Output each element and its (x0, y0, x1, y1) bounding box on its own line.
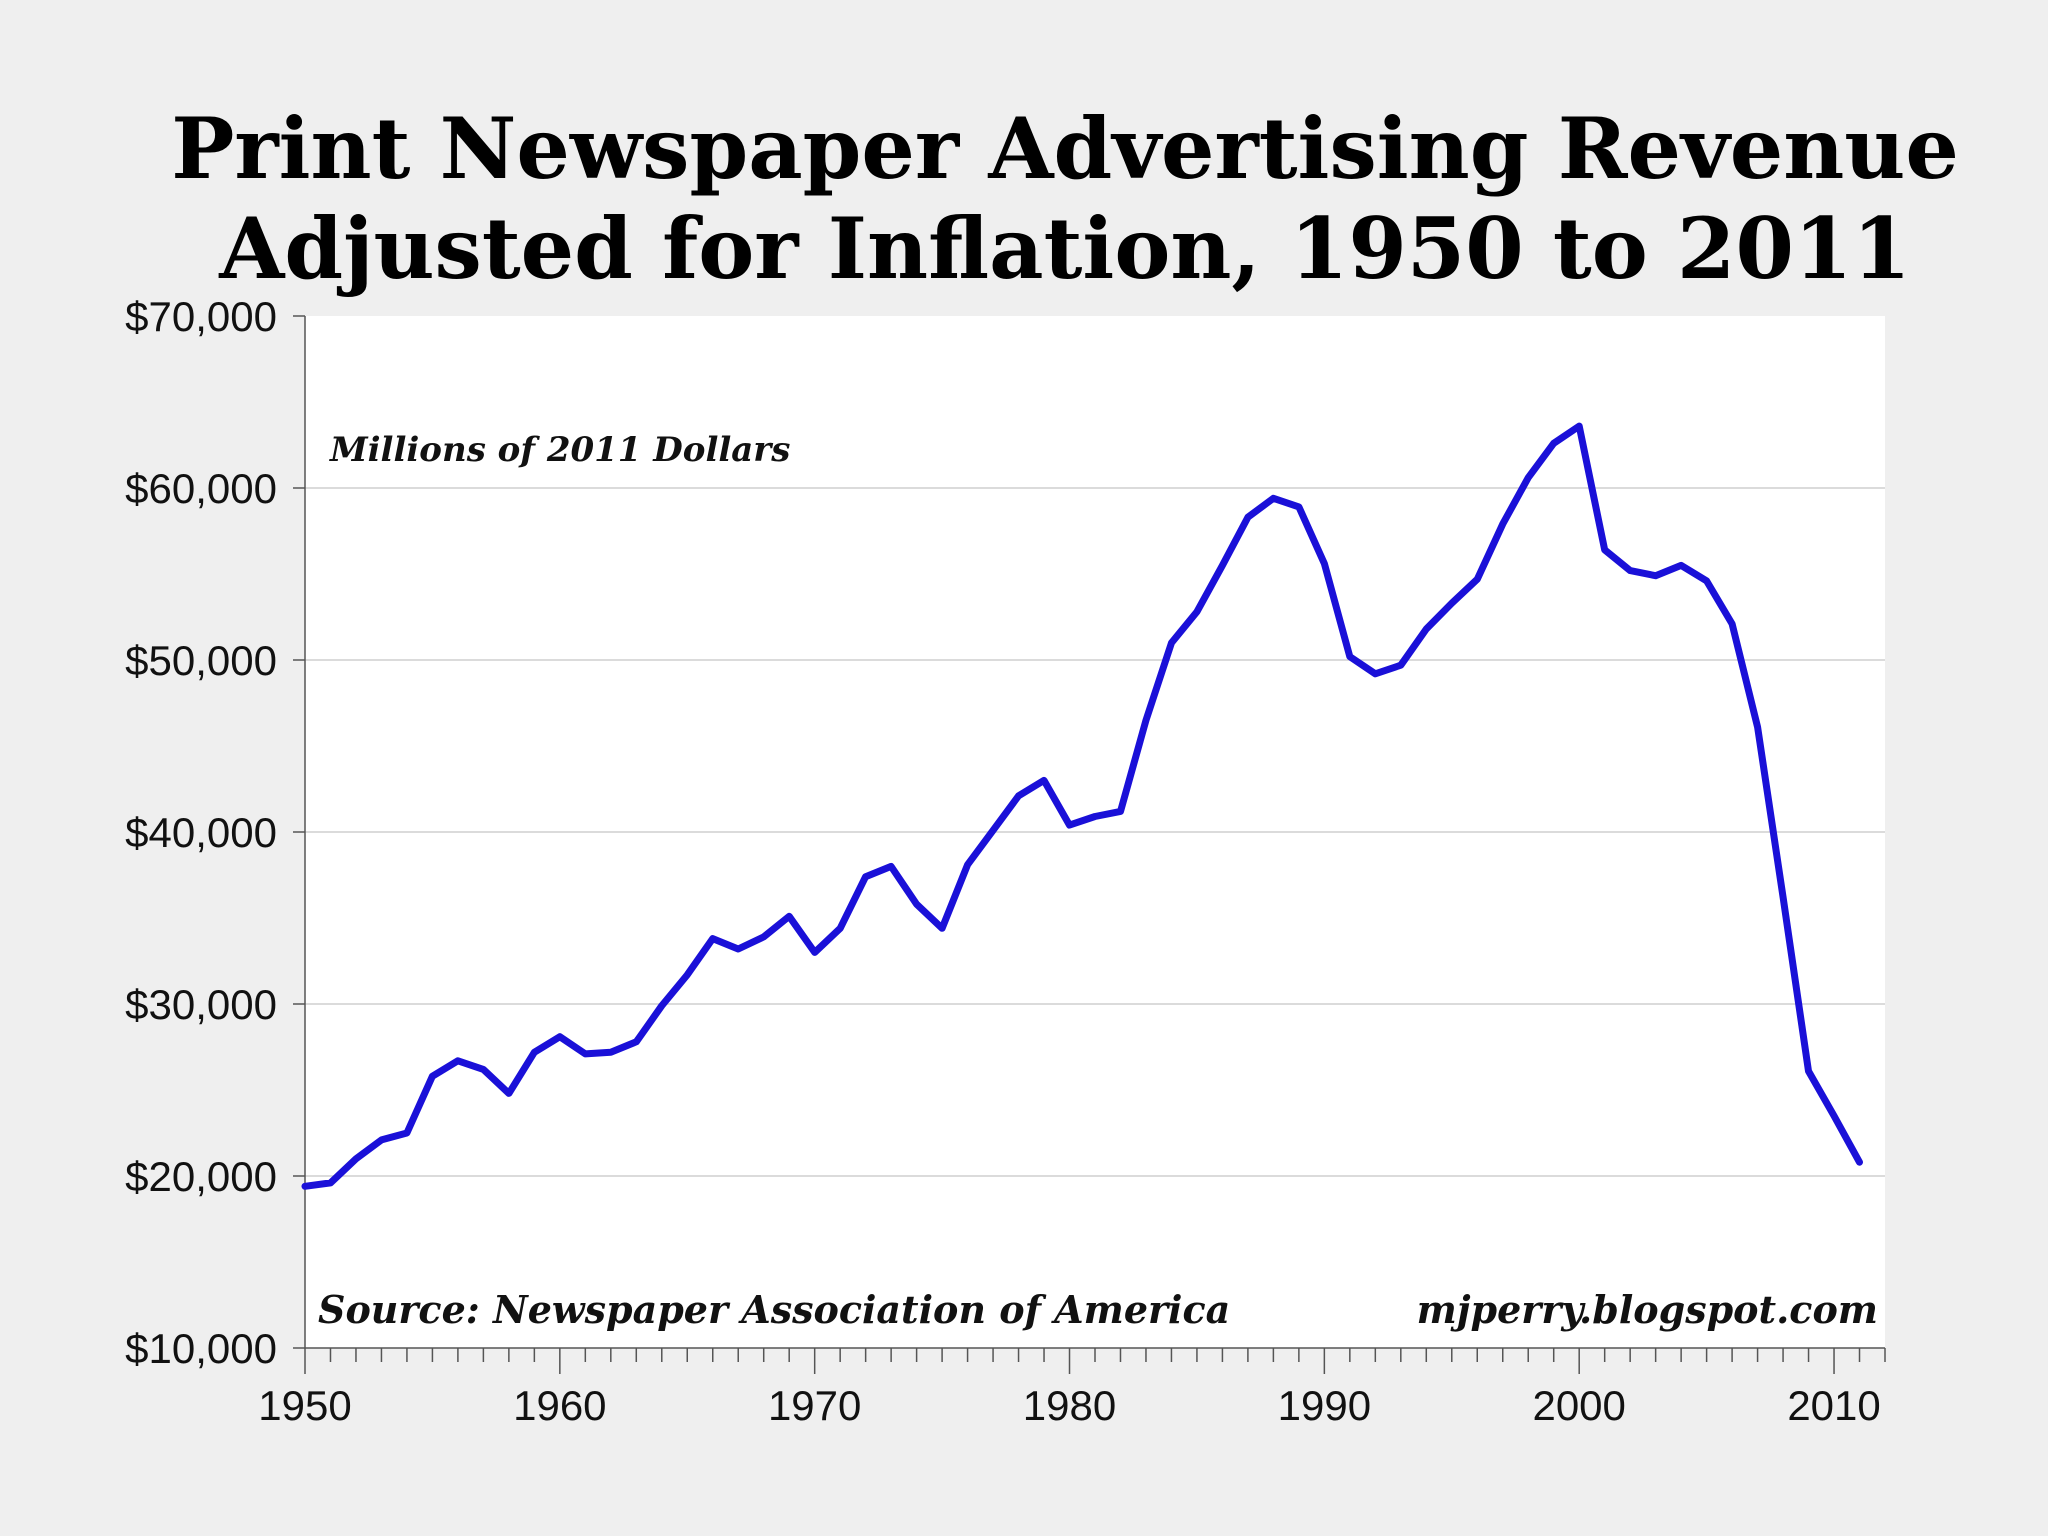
y-tick-label-40000: $40,000 (125, 809, 277, 856)
unit-note: Millions of 2011 Dollars (329, 430, 790, 470)
source-note: Source: Newspaper Association of America (318, 1287, 1230, 1332)
axes: $10,000 $20,000 $30,000 $40,000 $50,000 $60,0… (125, 293, 1886, 1429)
y-tick-label-10000: $10,000 (125, 1325, 277, 1372)
x-tick-label-1990: 1990 (1278, 1382, 1371, 1429)
x-tick-label-2010: 2010 (1787, 1382, 1880, 1429)
series-lines (301, 422, 1863, 1190)
x-tick-label-1960: 1960 (513, 1382, 606, 1429)
x-tick-label-2000: 2000 (1532, 1382, 1625, 1429)
series-line-0 (301, 422, 1863, 1190)
credit-note: mjperry.blogspot.com (1417, 1287, 1878, 1332)
gridlines (305, 487, 1885, 1177)
y-tick-label-30000: $30,000 (125, 981, 277, 1028)
chart-title-line-2: Adjusted for Inflation, 1950 to 2011 (218, 199, 1911, 298)
x-tick-label-1970: 1970 (768, 1382, 861, 1429)
y-tick-label-20000: $20,000 (125, 1153, 277, 1200)
chart-title-line-1: Print Newspaper Advertising Revenue (171, 99, 1959, 198)
y-tick-label-50000: $50,000 (125, 637, 277, 684)
y-tick-label-70000: $70,000 (125, 293, 277, 340)
x-tick-label-1950: 1950 (258, 1382, 351, 1429)
y-tick-label-60000: $60,000 (125, 465, 277, 512)
x-tick-label-1980: 1980 (1023, 1382, 1116, 1429)
